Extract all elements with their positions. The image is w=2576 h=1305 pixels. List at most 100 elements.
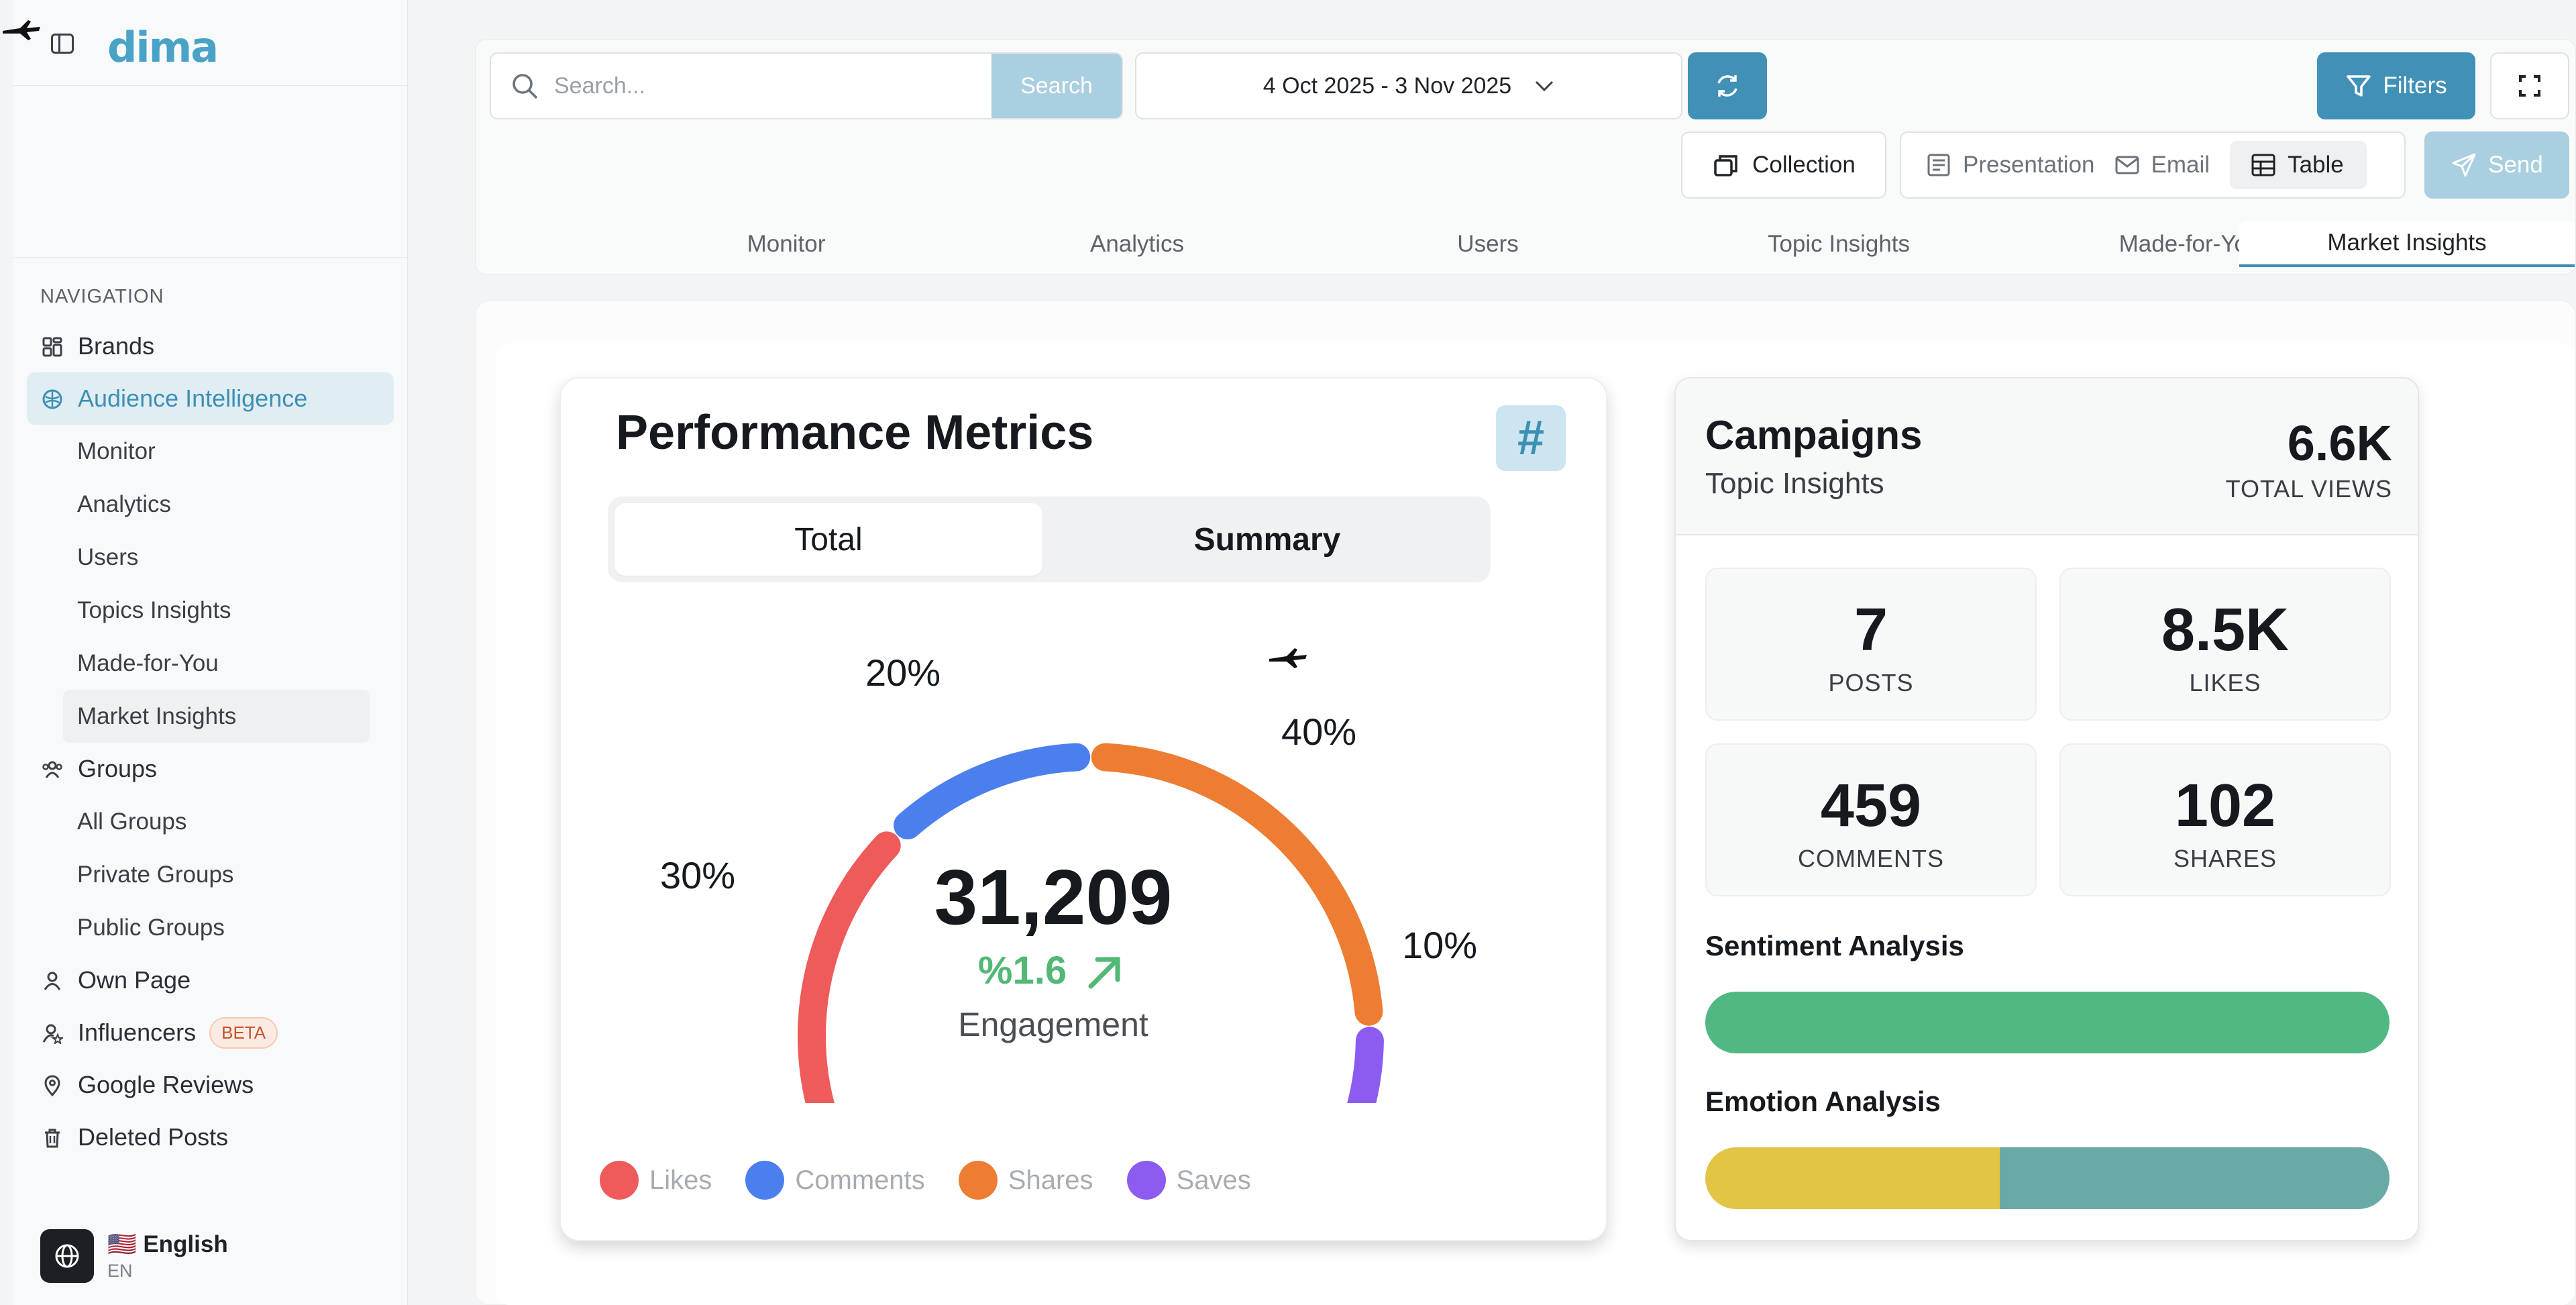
legend-item-shares: Shares: [958, 1161, 1093, 1200]
logo[interactable]: dima: [107, 23, 219, 72]
search-button[interactable]: Search: [991, 54, 1122, 118]
performance-metrics-card: Performance Metrics # Total Summary 30% …: [559, 377, 1607, 1241]
legend-swatch: [745, 1161, 785, 1200]
sidebar-subitem-market-insights[interactable]: Market Insights: [63, 690, 370, 743]
refresh-icon: [1717, 75, 1737, 97]
chevron-down-icon: [1536, 81, 1554, 92]
language-label: 🇺🇸 English EN: [107, 1231, 228, 1282]
user-icon: [44, 972, 61, 990]
legend-item-likes: Likes: [600, 1161, 712, 1200]
grid-icon: [42, 337, 62, 357]
beta-badge: BETA: [209, 1016, 278, 1049]
globe-icon[interactable]: [40, 1229, 94, 1283]
sidebar-item-label: Deleted Posts: [78, 1123, 229, 1151]
view-label: Presentation: [1963, 152, 2095, 178]
view-table-button[interactable]: Table: [2230, 141, 2367, 189]
tab-made-for-you[interactable]: Made-for-You: [2118, 231, 2261, 257]
tab-analytics[interactable]: Analytics: [1089, 231, 1185, 257]
hashtag-button[interactable]: #: [1496, 405, 1566, 471]
gauge-arc-likes: [798, 831, 901, 1103]
legend-label: Likes: [649, 1165, 712, 1195]
sidebar-toggle-icon[interactable]: [51, 34, 74, 54]
tab-users[interactable]: Users: [1457, 231, 1519, 257]
card-title: Performance Metrics: [616, 406, 1094, 460]
send-icon: [2452, 153, 2476, 177]
total-views-value: 6.6K: [2287, 415, 2392, 471]
tab-topic-insights[interactable]: Topic Insights: [1767, 231, 1911, 257]
map-pin-icon: [44, 1075, 60, 1096]
language-name: English: [143, 1231, 228, 1257]
filters-button[interactable]: Filters: [2317, 52, 2475, 119]
sidebar-item-influencers[interactable]: Influencers BETA: [13, 1006, 407, 1059]
sidebar-item-deleted-posts[interactable]: Deleted Posts: [13, 1111, 407, 1163]
legend-item-comments: Comments: [745, 1161, 925, 1200]
legend-swatch: [1126, 1161, 1166, 1200]
gauge-arc-shares: [1091, 743, 1383, 1026]
search-bar: Search: [490, 52, 1123, 119]
fullscreen-button[interactable]: [2490, 52, 2569, 119]
stat-label: POSTS: [1828, 669, 1914, 696]
sidebar-header: dima: [13, 0, 407, 86]
sidebar-item-label: Google Reviews: [78, 1071, 254, 1098]
sidebar-item-label: Audience Intelligence: [78, 384, 308, 412]
search-input[interactable]: [554, 72, 943, 99]
date-range-text: 4 Oct 2025 - 3 Nov 2025: [1263, 72, 1512, 99]
engagement-change: %1.6: [978, 949, 1067, 992]
sidebar-subitem-analytics[interactable]: Analytics: [77, 490, 172, 517]
refresh-button[interactable]: [1688, 52, 1767, 119]
campaigns-header: Campaigns Topic Insights 6.6K TOTAL VIEW…: [1676, 378, 2418, 535]
stat-likes: 8.5K LIKES: [2059, 568, 2391, 721]
view-label: Table: [2288, 152, 2344, 178]
users-icon: [42, 761, 62, 778]
language-code: EN: [107, 1261, 133, 1281]
sidebar-item-google-reviews[interactable]: Google Reviews: [13, 1059, 407, 1111]
sentiment-title: Sentiment Analysis: [1705, 930, 1964, 961]
slice-label-saves: 10%: [1402, 924, 1477, 966]
stat-label: COMMENTS: [1798, 845, 1944, 872]
trend-up-icon: [1088, 957, 1120, 989]
campaigns-title: Campaigns: [1705, 413, 1923, 458]
view-presentation-button[interactable]: Presentation: [1925, 152, 2114, 178]
collection-button[interactable]: Collection: [1681, 132, 1886, 199]
sidebar-item-groups[interactable]: Groups: [13, 743, 407, 795]
sidebar-subitem-public-groups[interactable]: Public Groups: [77, 914, 225, 941]
segment-summary[interactable]: Summary: [1193, 521, 1341, 558]
emotion-segment: [1705, 1147, 2000, 1209]
segment-total[interactable]: Total: [614, 503, 1042, 576]
sidebar-item-own-page[interactable]: Own Page: [13, 954, 407, 1006]
trash-icon: [45, 1129, 60, 1148]
send-button[interactable]: Send: [2424, 132, 2569, 199]
tab-market-insights[interactable]: Market Insights: [2239, 221, 2575, 267]
emotion-segment: [1999, 1147, 2390, 1209]
sidebar-subitem-monitor[interactable]: Monitor: [77, 437, 156, 464]
sidebar-item-label: Groups: [78, 755, 158, 782]
stat-label: LIKES: [2189, 669, 2261, 696]
language-switcher[interactable]: 🇺🇸 English EN: [40, 1229, 228, 1283]
search-field[interactable]: [491, 54, 991, 118]
sidebar-subitem-all-groups[interactable]: All Groups: [77, 808, 187, 835]
campaigns-card: Campaigns Topic Insights 6.6K TOTAL VIEW…: [1674, 377, 2419, 1241]
sidebar-subitem-users[interactable]: Users: [77, 543, 139, 570]
view-label: Email: [2151, 152, 2210, 178]
sidebar-subitem-made-for-you[interactable]: Made-for-You: [77, 649, 219, 676]
date-range-picker[interactable]: 4 Oct 2025 - 3 Nov 2025: [1135, 52, 1682, 119]
sidebar-subitem-private-groups[interactable]: Private Groups: [77, 861, 234, 888]
stat-label: SHARES: [2173, 845, 2277, 872]
segmented-control: Total Summary: [608, 497, 1491, 582]
sidebar-item-audience-intelligence[interactable]: Audience Intelligence: [27, 372, 394, 425]
sentiment-segment: [1705, 992, 2390, 1053]
stat-value: 102: [2174, 772, 2276, 839]
expand-icon: [2519, 75, 2540, 97]
mail-icon: [2115, 156, 2139, 174]
tab-monitor[interactable]: Monitor: [747, 231, 826, 257]
emotion-title: Emotion Analysis: [1705, 1086, 1941, 1117]
engagement-label: Engagement: [958, 1006, 1148, 1043]
sidebar-spacer: [13, 86, 407, 258]
sidebar-item-brands[interactable]: Brands: [13, 320, 407, 372]
sidebar: dima NAVIGATION Brands Audience Intellig…: [13, 0, 408, 1305]
stat-comments: 459 COMMENTS: [1705, 743, 2037, 896]
sidebar-subitem-topics-insights[interactable]: Topics Insights: [77, 596, 231, 623]
view-email-button[interactable]: Email: [2114, 152, 2229, 178]
legend-item-saves: Saves: [1126, 1161, 1251, 1200]
gauge-arc-comments: [894, 743, 1091, 840]
